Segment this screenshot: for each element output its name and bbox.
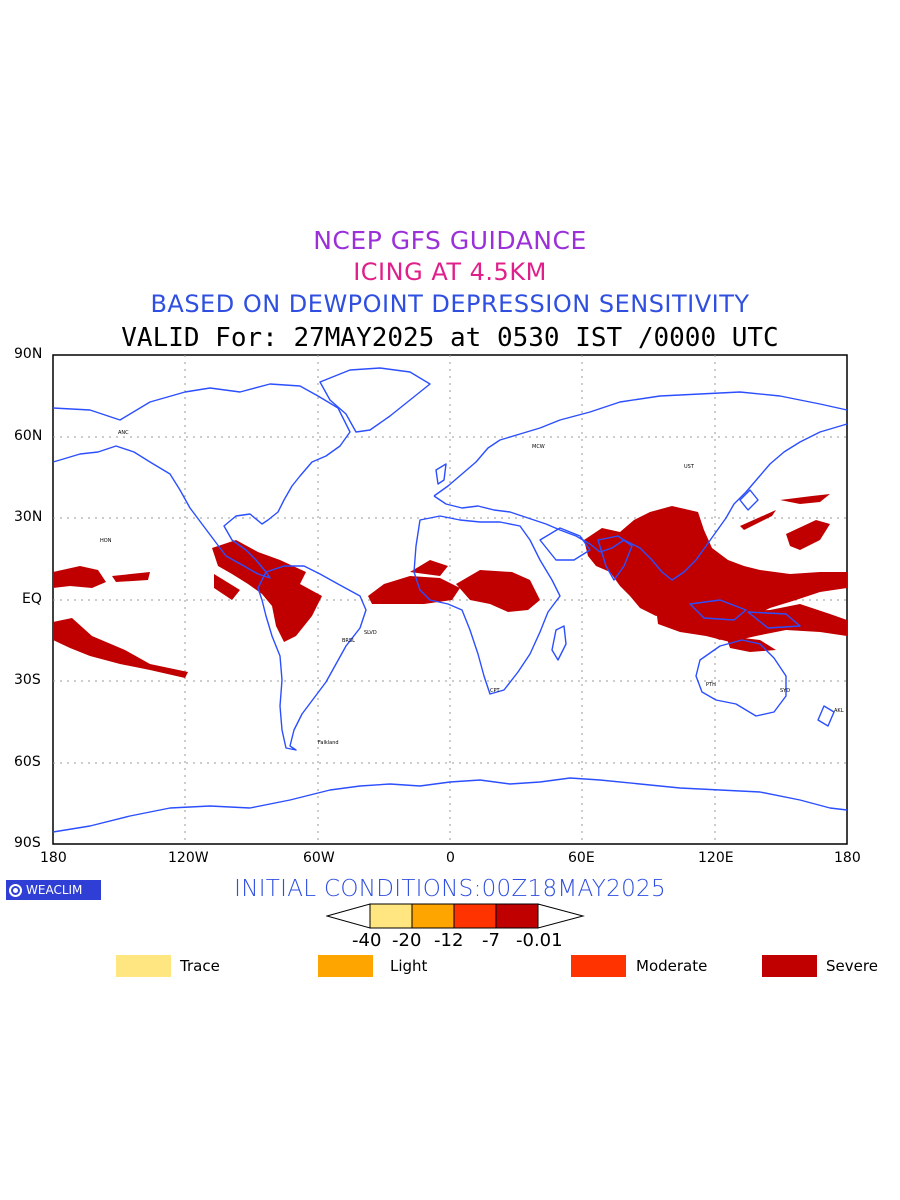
lon-tick-label: 180: [40, 850, 67, 866]
lon-tick-label: 60W: [303, 850, 335, 866]
lon-tick-label: 180: [834, 850, 861, 866]
lon-tick-label: 0: [446, 850, 455, 866]
icing-severe-regions: [53, 494, 847, 678]
station-label: BRSL: [342, 638, 355, 644]
legend-label-severe: Severe: [826, 957, 878, 975]
lon-tick-label: 120W: [168, 850, 209, 866]
legend-swatch-light: [318, 955, 373, 977]
station-label: SLVD: [364, 630, 377, 636]
legend-swatch-moderate: [571, 955, 626, 977]
colorbar-right-arrow: [537, 903, 585, 929]
weaclim-logo-icon: [9, 883, 22, 897]
colorbar: [326, 903, 585, 929]
colorbar-left-arrow: [326, 903, 371, 929]
lat-tick-label: 90N: [14, 346, 43, 362]
colorbar-segment-severe: [495, 903, 539, 929]
title-valid-time: VALID For: 27MAY2025 at 0530 IST /0000 U…: [121, 323, 779, 353]
legend-swatch-trace: [116, 955, 171, 977]
legend-label-light: Light: [390, 957, 428, 975]
lat-tick-label: 30N: [14, 509, 43, 525]
coastlines: [52, 367, 848, 833]
colorbar-label: -20: [392, 930, 422, 951]
colorbar-label: -0.01: [516, 930, 563, 951]
brand-label: WEACLIM: [26, 883, 83, 897]
lat-tick-label: 60S: [14, 754, 41, 770]
station-label: ANC: [118, 430, 129, 436]
legend-label-moderate: Moderate: [636, 957, 708, 975]
colorbar-segment-trace: [369, 903, 413, 929]
colorbar-label: -40: [352, 930, 382, 951]
title-method: BASED ON DEWPOINT DEPRESSION SENSITIVITY: [150, 290, 750, 318]
icing-map: ANC HON BRSL SLVD Falkland MCW UST CPT P…: [52, 354, 848, 845]
colorbar-label: -7: [482, 930, 500, 951]
colorbar-label: -12: [434, 930, 464, 951]
lon-tick-label: 60E: [568, 850, 595, 866]
station-label: MCW: [532, 444, 545, 450]
station-label: CPT: [490, 688, 501, 694]
weaclim-logo: WEACLIM: [6, 880, 101, 900]
lon-tick-label: 120E: [698, 850, 734, 866]
title-model: NCEP GFS GUIDANCE: [313, 226, 587, 255]
lat-tick-label: 30S: [14, 672, 41, 688]
title-product: ICING AT 4.5KM: [353, 258, 547, 286]
lat-tick-label: 90S: [14, 835, 41, 851]
initial-conditions: INITIAL CONDITIONS:00Z18MAY2025: [234, 876, 666, 902]
station-label: Falkland: [318, 740, 339, 746]
lat-tick-label: 60N: [14, 428, 43, 444]
station-label: SYD: [780, 688, 790, 694]
colorbar-segment-moderate: [453, 903, 497, 929]
station-label: UST: [684, 464, 695, 470]
legend-label-trace: Trace: [180, 957, 220, 975]
lat-tick-label: EQ: [22, 591, 42, 607]
legend-swatch-severe: [762, 955, 817, 977]
station-label: PTH: [706, 682, 716, 688]
station-labels: ANC HON BRSL SLVD Falkland MCW UST CPT P…: [100, 430, 844, 746]
map-gridlines: [53, 355, 847, 844]
colorbar-segment-light: [411, 903, 455, 929]
station-label: AKL: [834, 708, 844, 714]
station-label: HON: [100, 538, 112, 544]
